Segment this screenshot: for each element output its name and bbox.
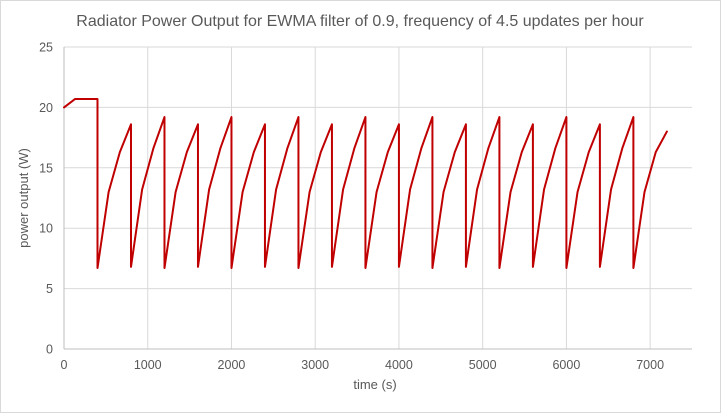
series-line [63,97,668,270]
x-tick-label: 6000 [552,358,580,372]
plot-area [63,97,668,270]
y-tick-label: 20 [39,101,53,115]
x-tick-label: 1000 [134,358,162,372]
x-axis-label: time (s) [353,377,396,392]
x-tick-label: 2000 [218,358,246,372]
x-tick-label: 0 [61,358,68,372]
axes [63,47,692,350]
y-tick-label: 0 [46,343,53,357]
x-tick-label: 3000 [301,358,329,372]
chart-title: Radiator Power Output for EWMA filter of… [76,13,644,30]
x-tick-label: 4000 [385,358,413,372]
y-tick-label: 5 [46,282,53,296]
y-axis-label: power output (W) [16,148,31,248]
grid-lines [64,46,692,349]
y-tick-label: 10 [39,222,53,236]
tick-labels: 0 5 10 15 20 25 0 1000 2000 3000 4000 5000 6000 7000 [39,41,664,373]
x-tick-label: 5000 [469,358,497,372]
x-tick-label: 7000 [636,358,664,372]
y-tick-label: 25 [39,41,53,55]
y-tick-label: 15 [39,161,53,175]
